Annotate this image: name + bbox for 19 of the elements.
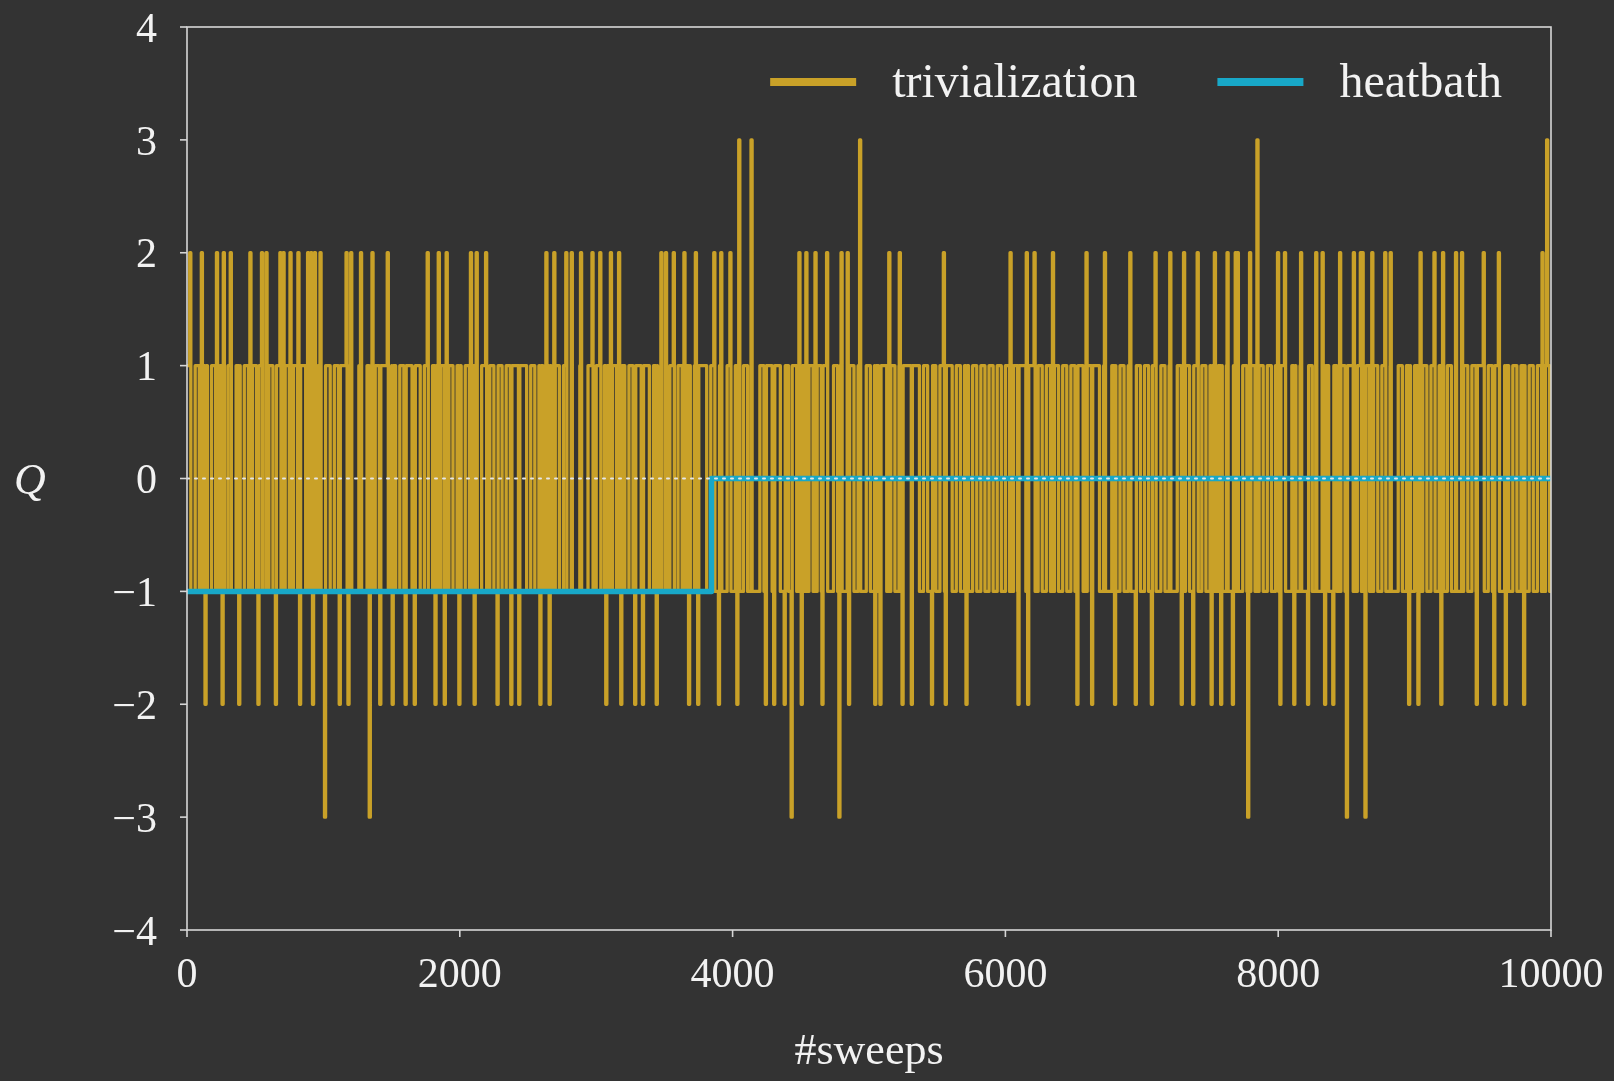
- y-tick-label: 4: [136, 4, 157, 51]
- x-tick-label: 6000: [963, 950, 1048, 996]
- y-tick-label: 3: [136, 117, 157, 164]
- x-tick-label: 4000: [690, 950, 775, 996]
- y-axis-title: Q: [14, 454, 46, 504]
- y-tick-label: 1: [136, 343, 157, 390]
- x-tick-label: 2000: [417, 950, 502, 996]
- x-tick-label: 10000: [1498, 950, 1604, 996]
- y-tick-label: 2: [136, 230, 157, 277]
- x-axis-title: #sweeps: [794, 1025, 944, 1074]
- y-tick-label: −4: [112, 907, 157, 954]
- y-tick-label: −3: [112, 794, 157, 841]
- y-tick-label: −2: [112, 681, 157, 728]
- x-tick-label: 0: [176, 950, 198, 996]
- legend-label: heatbath: [1339, 54, 1503, 108]
- legend-label: trivialization: [892, 54, 1138, 108]
- y-tick-label: −1: [112, 569, 157, 616]
- x-tick-label: 8000: [1236, 950, 1321, 996]
- y-tick-label: 0: [136, 456, 157, 503]
